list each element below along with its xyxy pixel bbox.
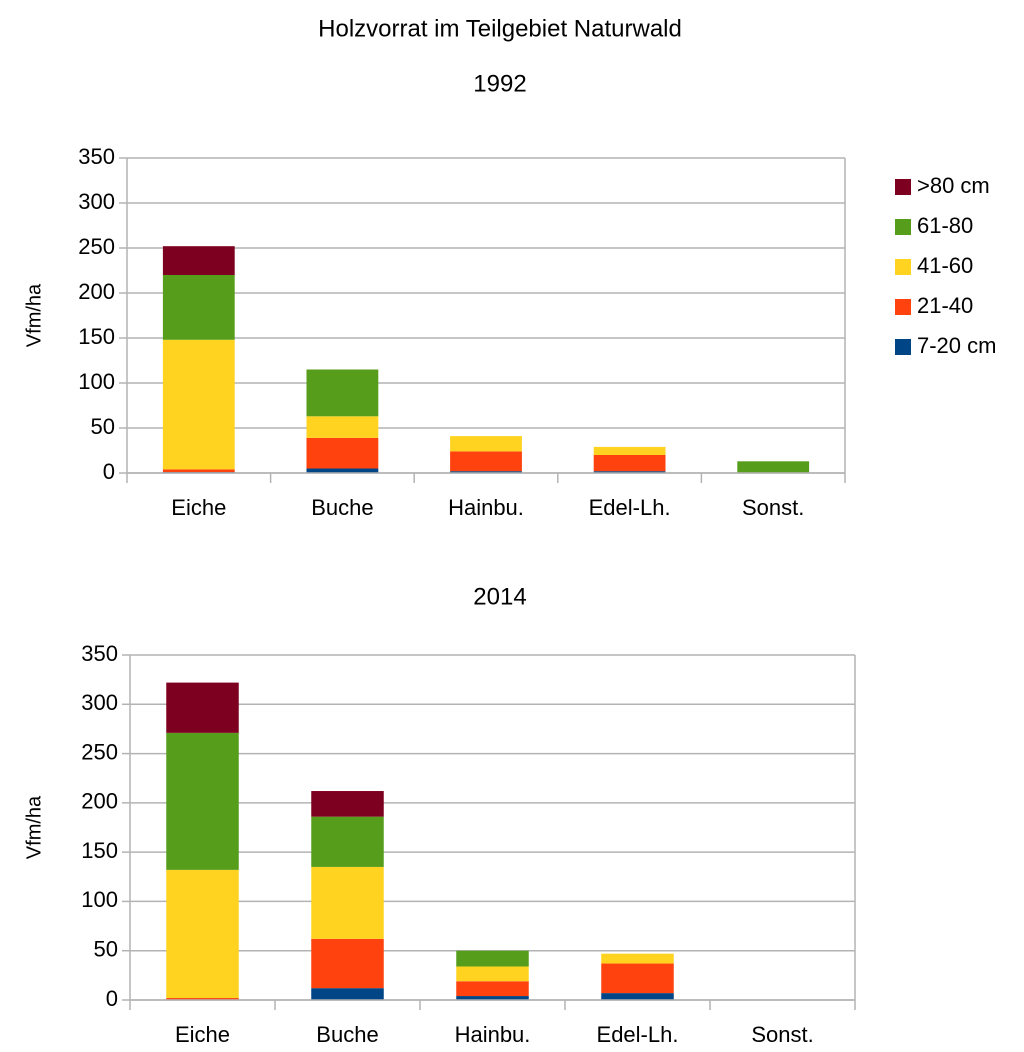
bar-segment <box>162 469 235 473</box>
bar-segment <box>311 791 384 817</box>
x-tick-label: Sonst. <box>742 495 804 520</box>
bar-segment <box>306 468 379 473</box>
bar-segment <box>601 993 674 1000</box>
legend-swatch <box>895 219 911 235</box>
legend-label: 41-60 <box>917 253 973 278</box>
y-tick-label: 200 <box>78 279 115 304</box>
bar-segment <box>593 446 666 455</box>
page-title: Holzvorrat im Teilgebiet Naturwald <box>318 15 682 42</box>
y-tick-label: 100 <box>81 887 118 912</box>
y-tick-label: 150 <box>81 838 118 863</box>
y-tick-label: 300 <box>81 690 118 715</box>
y-tick-label: 150 <box>78 324 115 349</box>
x-tick-label: Sonst. <box>751 1022 813 1047</box>
bar-segment <box>601 963 674 994</box>
bar-segment <box>311 816 384 867</box>
bar-segment <box>166 732 239 870</box>
bar-segment <box>306 416 379 438</box>
chart-title: 1992 <box>473 70 526 97</box>
bar-segment <box>306 369 379 417</box>
bar-segment <box>166 998 239 1000</box>
y-tick-label: 300 <box>78 189 115 214</box>
x-tick-label: Hainbu. <box>448 495 524 520</box>
bar-segment <box>311 988 384 1000</box>
legend-swatch <box>895 179 911 195</box>
y-tick-label: 100 <box>78 369 115 394</box>
bar-segment <box>601 953 674 964</box>
bar-segment <box>311 866 384 939</box>
y-tick-label: 50 <box>94 937 118 962</box>
x-tick-label: Buche <box>316 1022 378 1047</box>
x-tick-label: Buche <box>311 495 373 520</box>
y-tick-label: 0 <box>106 986 118 1011</box>
y-tick-label: 250 <box>81 739 118 764</box>
bar-segment <box>162 246 235 275</box>
bar-segment <box>593 471 666 473</box>
y-tick-label: 350 <box>81 641 118 666</box>
y-tick-label: 250 <box>78 234 115 259</box>
bar-segment <box>456 996 529 1000</box>
legend-swatch <box>895 299 911 315</box>
y-axis-label: Vfm/ha <box>23 795 45 859</box>
y-tick-label: 200 <box>81 789 118 814</box>
y-tick-label: 0 <box>103 459 115 484</box>
legend-label: 21-40 <box>917 293 973 318</box>
x-tick-label: Edel-Lh. <box>589 495 671 520</box>
bar-segment <box>162 275 235 340</box>
bar-segment <box>593 455 666 472</box>
x-tick-label: Hainbu. <box>455 1022 531 1047</box>
bar-segment <box>456 966 529 982</box>
x-tick-label: Edel-Lh. <box>597 1022 679 1047</box>
x-tick-label: Eiche <box>175 1022 230 1047</box>
legend-label: 61-80 <box>917 213 973 238</box>
bar-segment <box>450 471 522 473</box>
legend-swatch <box>895 339 911 355</box>
bar-segment <box>456 950 529 967</box>
bar-segment <box>311 938 384 989</box>
bar-segment <box>166 682 239 733</box>
chart-title: 2014 <box>473 583 526 610</box>
bar-segment <box>166 869 239 999</box>
legend-swatch <box>895 259 911 275</box>
legend-label: 7-20 cm <box>917 333 996 358</box>
y-axis-label: Vfm/ha <box>23 283 45 347</box>
bar-segment <box>456 981 529 997</box>
x-tick-label: Eiche <box>171 495 226 520</box>
bar-segment <box>737 461 810 473</box>
bar-segment <box>162 339 235 470</box>
y-tick-label: 350 <box>78 144 115 169</box>
bar-segment <box>450 451 522 472</box>
y-tick-label: 50 <box>91 414 115 439</box>
legend-label: >80 cm <box>917 173 990 198</box>
bar-segment <box>306 437 379 469</box>
bar-segment <box>450 436 522 452</box>
